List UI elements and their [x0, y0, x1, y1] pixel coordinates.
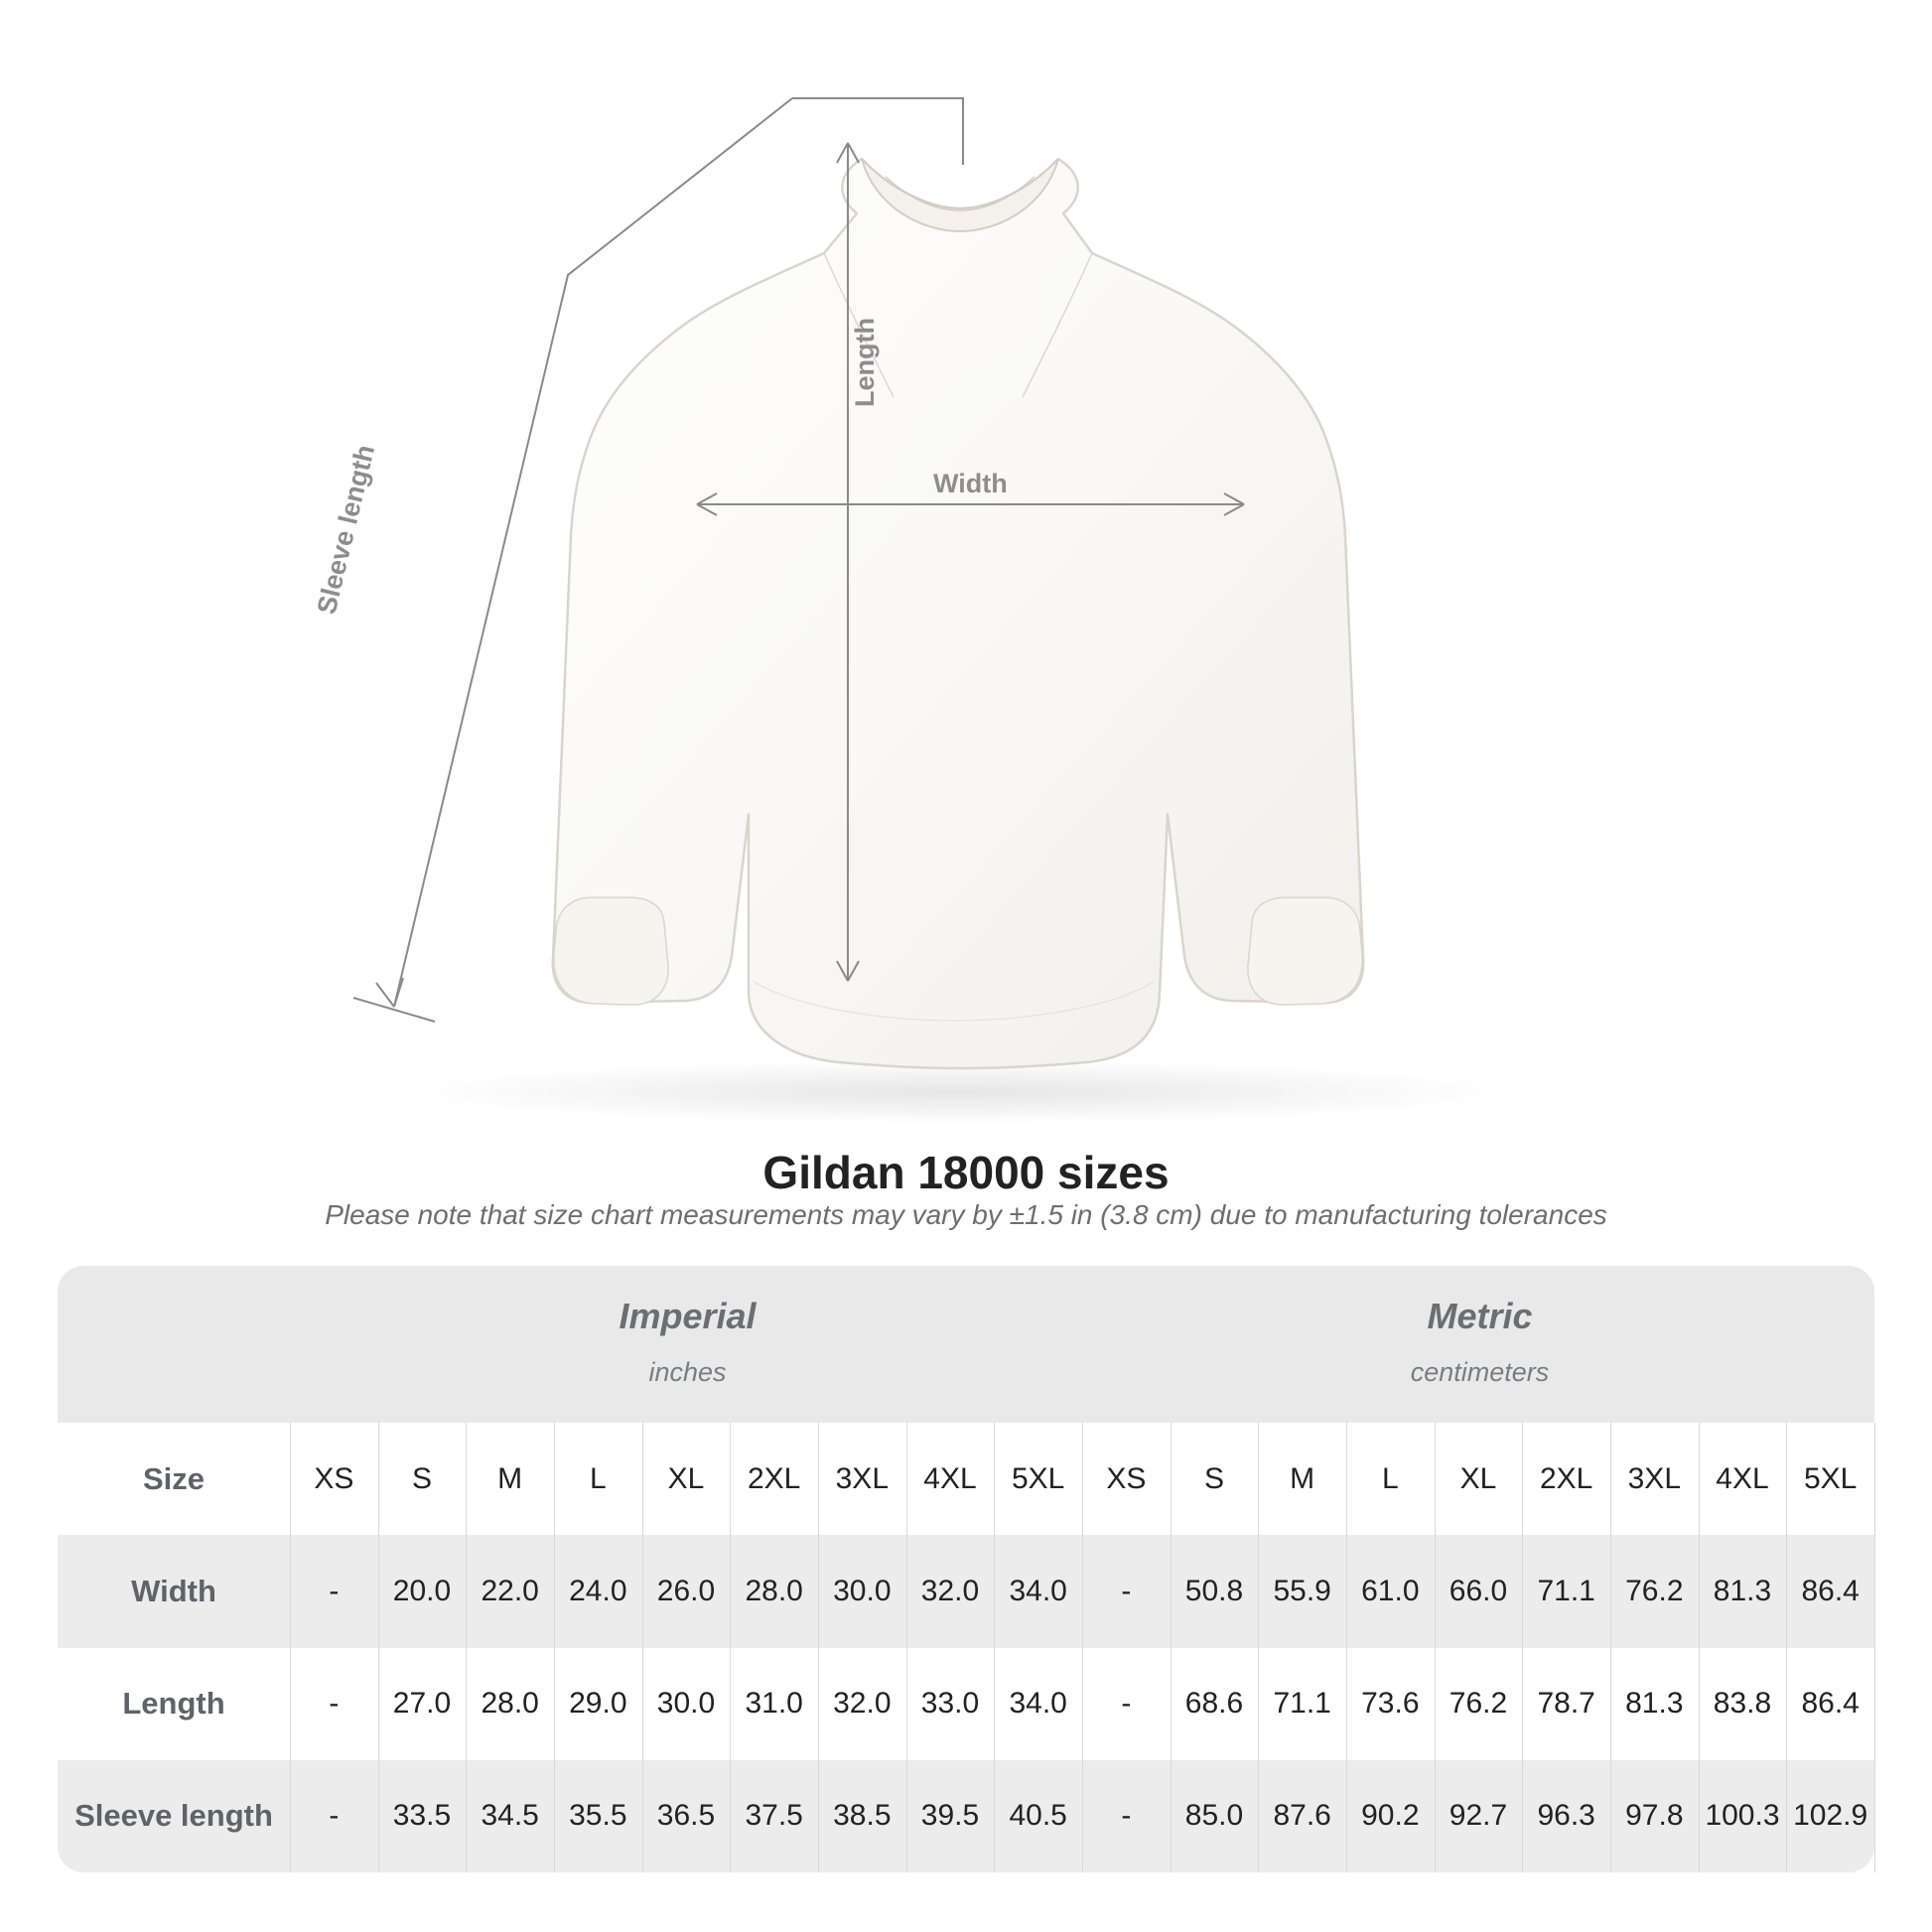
svg-text:Sleeve length: Sleeve length — [312, 442, 381, 617]
svg-text:Please note that size chart me: Please note that size chart measurements… — [325, 1199, 1607, 1230]
svg-text:Gildan 18000 sizes: Gildan 18000 sizes — [762, 1147, 1169, 1198]
svg-text:Length: Length — [850, 318, 880, 407]
svg-text:Width: Width — [933, 469, 1008, 498]
